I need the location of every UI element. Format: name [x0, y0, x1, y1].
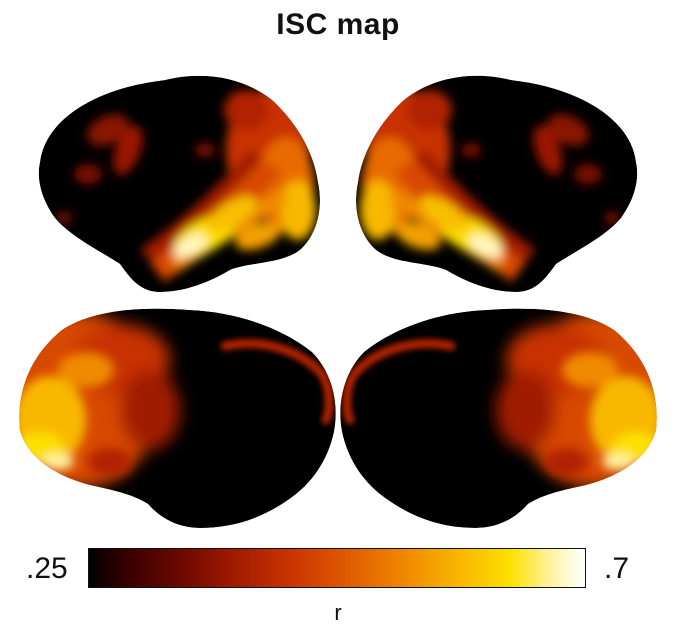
colorbar — [88, 548, 586, 588]
colorbar-min-label: .25 — [26, 552, 68, 585]
colorbar-max-label: .7 — [604, 552, 630, 585]
figure-title: ISC map — [276, 8, 400, 41]
right-medial-view — [340, 309, 676, 528]
right-lateral-view — [356, 76, 637, 292]
colorbar-axis-label: r — [334, 600, 342, 625]
left-lateral-view — [39, 76, 320, 292]
left-medial-view — [0, 309, 336, 528]
